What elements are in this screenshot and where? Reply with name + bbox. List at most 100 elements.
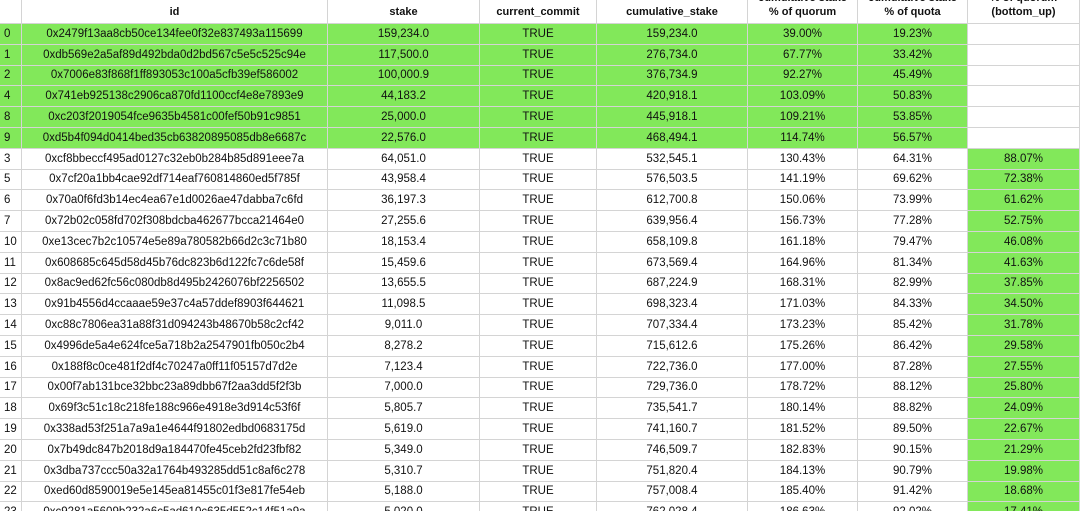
table-cell: 0x7006e83f868f1ff893053c100a5cfb39ef5860… — [22, 65, 328, 87]
table-cell: 5,020.0 — [328, 502, 480, 511]
table-cell: 0x91b4556d4ccaaae59e37c4a57ddef8903f6446… — [22, 294, 328, 316]
row-index: 1 — [0, 44, 22, 66]
table-cell: TRUE — [480, 128, 597, 149]
table-cell: TRUE — [480, 398, 597, 420]
table-cell: 171.03% — [748, 294, 858, 316]
table-cell: 34.50% — [968, 294, 1080, 316]
table-cell: TRUE — [480, 169, 597, 191]
table-cell: 639,956.4 — [597, 211, 748, 232]
table-cell: 276,734.0 — [597, 44, 748, 66]
table-cell: 27,255.6 — [328, 211, 480, 232]
table-cell: 18.68% — [968, 481, 1080, 503]
table-cell: 715,612.6 — [597, 336, 748, 357]
table-cell — [968, 86, 1080, 108]
table-cell: 751,820.4 — [597, 460, 748, 482]
table-cell: 722,736.0 — [597, 356, 748, 378]
table-cell — [968, 24, 1080, 45]
table-cell: 150.06% — [748, 190, 858, 212]
table-cell: 0x2479f13aa8cb50ce134fee0f32e837493a1156… — [22, 24, 328, 45]
table-cell: 11,098.5 — [328, 294, 480, 316]
table-cell: 141.19% — [748, 169, 858, 191]
row-index: 5 — [0, 169, 22, 191]
table-cell: 88.07% — [968, 148, 1080, 170]
table-cell: 0x7b49dc847b2018d9a184470fe45ceb2fd23fbf… — [22, 440, 328, 461]
table-cell: 532,545.1 — [597, 148, 748, 170]
row-index: 9 — [0, 128, 22, 149]
table-cell: 89.50% — [858, 419, 968, 440]
table-cell: 746,509.7 — [597, 440, 748, 461]
row-index: 12 — [0, 273, 22, 295]
table-cell: 180.14% — [748, 398, 858, 420]
table-cell: 0xc88c7806ea31a88f31d094243b48670b58c2cf… — [22, 315, 328, 336]
row-index: 23 — [0, 502, 22, 511]
table-cell: 5,805.7 — [328, 398, 480, 420]
table-cell: 88.12% — [858, 377, 968, 399]
table-cell: 184.13% — [748, 460, 858, 482]
row-index: 3 — [0, 148, 22, 170]
table-cell: 37.85% — [968, 273, 1080, 295]
table-cell: 27.55% — [968, 356, 1080, 378]
table-cell: 0x741eb925138c2906ca870fd1100ccf4e8e7893… — [22, 86, 328, 108]
table-cell: 41.63% — [968, 252, 1080, 274]
table-cell: 0x188f8c0ce481f2df4c70247a0ff11f05157d7d… — [22, 356, 328, 378]
header-corner — [0, 0, 22, 24]
column-header: cumulative stake % of quota — [858, 0, 968, 24]
table-cell: 687,224.9 — [597, 273, 748, 295]
row-index: 8 — [0, 107, 22, 128]
column-header: cumulative_stake — [597, 0, 748, 24]
table-cell: TRUE — [480, 232, 597, 253]
table-cell: TRUE — [480, 460, 597, 482]
table-cell: 64.31% — [858, 148, 968, 170]
table-cell: 0x70a0f6fd3b14ec4ea67e1d0026ae47dabba7c6… — [22, 190, 328, 212]
table-cell: 5,310.7 — [328, 460, 480, 482]
table-cell: 0x338ad53f251a7a9a1e4644f91802edbd068317… — [22, 419, 328, 440]
row-index: 0 — [0, 24, 22, 45]
table-cell: 177.00% — [748, 356, 858, 378]
table-cell: 46.08% — [968, 232, 1080, 253]
table-cell: 658,109.8 — [597, 232, 748, 253]
column-header: cumulative stake % of quorum — [748, 0, 858, 24]
table-cell: 77.28% — [858, 211, 968, 232]
table-cell: TRUE — [480, 356, 597, 378]
table-cell: 7,123.4 — [328, 356, 480, 378]
table-cell: 91.42% — [858, 481, 968, 503]
table-cell: 72.38% — [968, 169, 1080, 191]
table-cell: 0x4996de5a4e624fce5a718b2a2547901fb050c2… — [22, 336, 328, 357]
row-index: 19 — [0, 419, 22, 440]
table-cell: 17.41% — [968, 502, 1080, 511]
table-cell — [968, 44, 1080, 66]
row-index: 20 — [0, 440, 22, 461]
table-cell: 0xd5b4f094d0414bed35cb63820895085db8e668… — [22, 128, 328, 149]
table-cell: 168.31% — [748, 273, 858, 295]
table-cell: 707,334.4 — [597, 315, 748, 336]
row-index: 6 — [0, 190, 22, 212]
table-cell: 376,734.9 — [597, 65, 748, 87]
table-cell: 741,160.7 — [597, 419, 748, 440]
table-cell: 5,619.0 — [328, 419, 480, 440]
table-cell: TRUE — [480, 86, 597, 108]
table-cell: 420,918.1 — [597, 86, 748, 108]
table-cell: 156.73% — [748, 211, 858, 232]
table-cell: 729,736.0 — [597, 377, 748, 399]
table-cell: 5,188.0 — [328, 481, 480, 503]
table-cell: 64,051.0 — [328, 148, 480, 170]
table-cell: 130.43% — [748, 148, 858, 170]
table-cell: 15,459.6 — [328, 252, 480, 274]
table-cell: 7,000.0 — [328, 377, 480, 399]
row-index: 14 — [0, 315, 22, 336]
table-cell: 56.57% — [858, 128, 968, 149]
table-cell: 82.99% — [858, 273, 968, 295]
table-cell — [968, 128, 1080, 149]
table-cell: TRUE — [480, 107, 597, 128]
table-cell: 468,494.1 — [597, 128, 748, 149]
table-cell: 73.99% — [858, 190, 968, 212]
table-cell: 762,028.4 — [597, 502, 748, 511]
table-cell: 45.49% — [858, 65, 968, 87]
table-cell: 0x8ac9ed62fc56c080db8d495b2426076bf22565… — [22, 273, 328, 295]
table-cell: TRUE — [480, 148, 597, 170]
table-cell: 87.28% — [858, 356, 968, 378]
table-cell: 445,918.1 — [597, 107, 748, 128]
row-index: 11 — [0, 252, 22, 274]
table-cell: 159,234.0 — [597, 24, 748, 45]
